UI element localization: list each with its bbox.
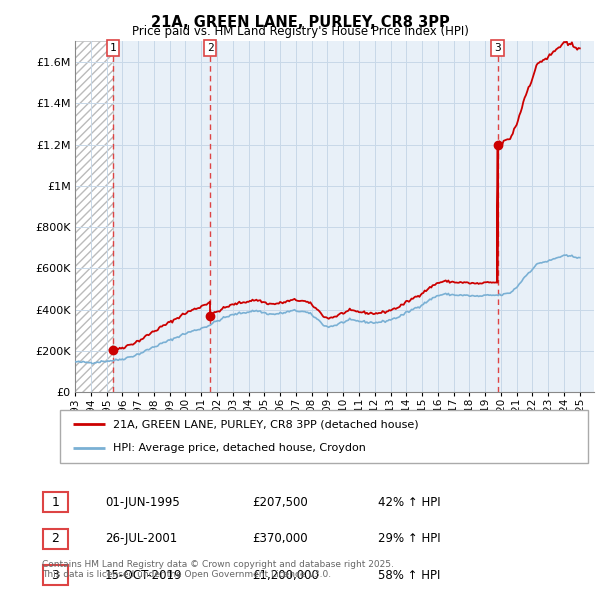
Text: 58% ↑ HPI: 58% ↑ HPI [378,569,440,582]
Text: 21A, GREEN LANE, PURLEY, CR8 3PP: 21A, GREEN LANE, PURLEY, CR8 3PP [151,15,449,30]
Text: £1,200,000: £1,200,000 [252,569,319,582]
Text: 15-OCT-2019: 15-OCT-2019 [105,569,182,582]
Text: 3: 3 [52,569,59,582]
Bar [75,41,113,392]
Text: Contains HM Land Registry data © Crown copyright and database right 2025.
This d: Contains HM Land Registry data © Crown c… [42,560,394,579]
Text: 42% ↑ HPI: 42% ↑ HPI [378,496,440,509]
Text: HPI: Average price, detached house, Croydon: HPI: Average price, detached house, Croy… [113,442,365,453]
FancyBboxPatch shape [43,565,68,585]
FancyBboxPatch shape [60,410,588,463]
Text: 1: 1 [110,43,116,53]
Text: 1: 1 [52,496,59,509]
Text: £207,500: £207,500 [252,496,308,509]
Text: 26-JUL-2001: 26-JUL-2001 [105,532,177,545]
Text: 2: 2 [52,532,59,545]
Text: 29% ↑ HPI: 29% ↑ HPI [378,532,440,545]
FancyBboxPatch shape [43,492,68,512]
Text: 21A, GREEN LANE, PURLEY, CR8 3PP (detached house): 21A, GREEN LANE, PURLEY, CR8 3PP (detach… [113,419,418,430]
FancyBboxPatch shape [43,529,68,549]
Text: Price paid vs. HM Land Registry's House Price Index (HPI): Price paid vs. HM Land Registry's House … [131,25,469,38]
Text: £370,000: £370,000 [252,532,308,545]
Text: 01-JUN-1995: 01-JUN-1995 [105,496,180,509]
Text: 3: 3 [494,43,501,53]
Text: 2: 2 [206,43,214,53]
